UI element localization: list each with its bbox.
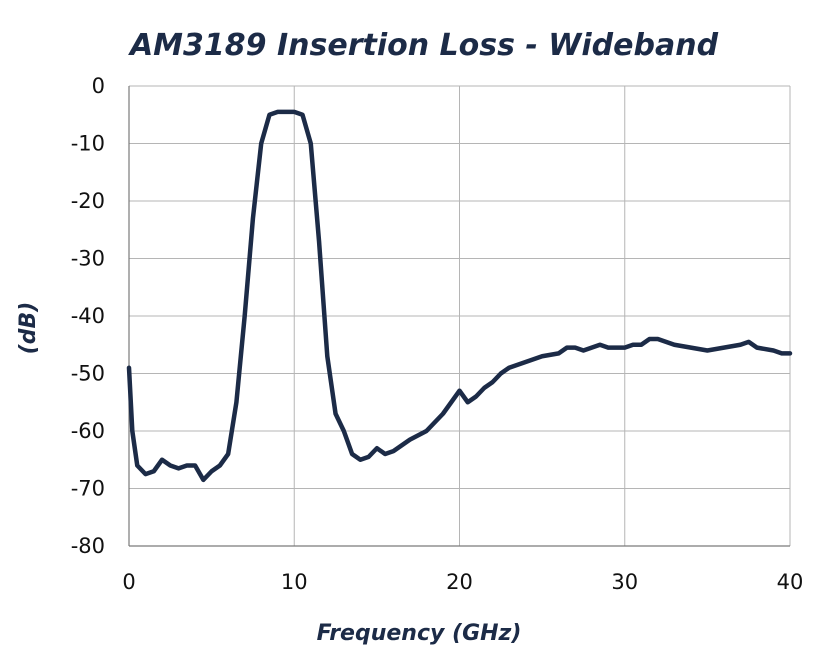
y-tick-label: 0	[92, 74, 105, 98]
y-tick-label: -70	[71, 477, 105, 501]
y-axis-label: (dB)	[16, 302, 41, 355]
x-axis-label: Frequency (GHz)	[317, 621, 522, 646]
x-tick-label: 20	[446, 570, 473, 594]
y-tick-label: -20	[71, 189, 105, 213]
axes	[128, 86, 790, 547]
x-tick-label: 30	[611, 570, 638, 594]
x-tick-label: 10	[281, 570, 308, 594]
x-tick-label: 40	[777, 570, 804, 594]
y-tick-label: -40	[71, 304, 105, 328]
y-tick-label: -30	[71, 247, 105, 271]
y-tick-label: -60	[71, 419, 105, 443]
y-tick-label: -10	[71, 132, 105, 156]
x-tick-label: 0	[122, 570, 135, 594]
y-tick-label: -80	[71, 534, 105, 558]
grid	[128, 85, 791, 547]
series-group	[126, 109, 793, 483]
series-line	[126, 109, 793, 483]
chart-title: AM3189 Insertion Loss - Wideband	[128, 28, 719, 63]
tick-labels: 0 -10 -20 -30 -40 -50 -60 -70 -80 0 10 20 30 40	[71, 74, 804, 594]
y-tick-label: -50	[71, 362, 105, 386]
